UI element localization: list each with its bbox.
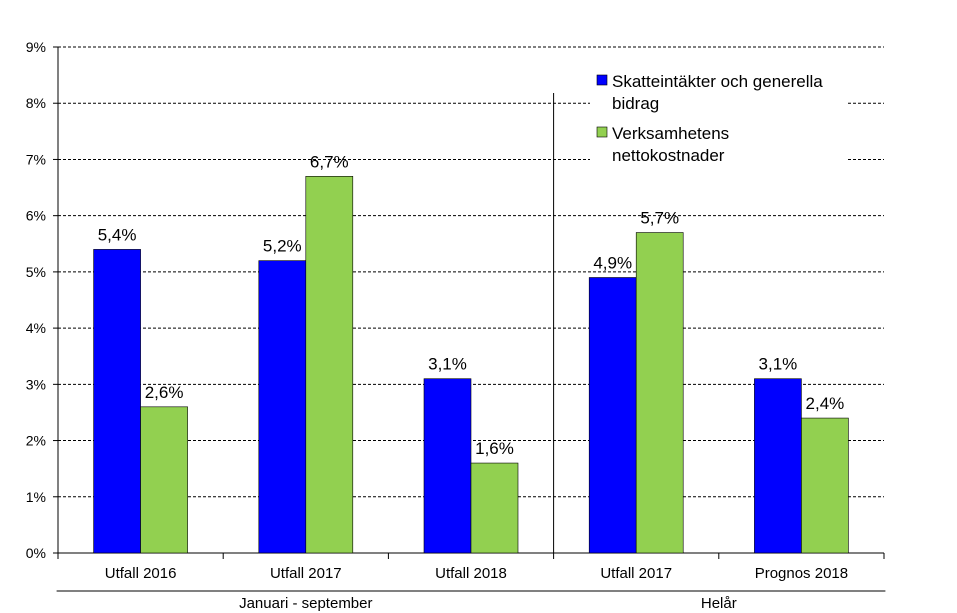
bar [423,378,472,554]
y-tick-label: 1% [26,489,46,505]
y-tick-label: 8% [26,95,46,111]
bar [140,406,188,554]
x-category-label: Prognos 2018 [755,565,848,582]
group-label: Helår [701,595,737,612]
bar [801,417,849,554]
group-label: Januari - september [239,595,372,612]
legend-label: Verksamhetens [612,124,729,143]
data-label: 5,2% [263,237,302,256]
data-label: 5,7% [640,209,679,228]
legend-background [590,66,848,172]
bar [470,462,519,554]
y-tick-label: 4% [26,320,46,336]
legend-label: Skatteintäkter och generella [612,72,823,91]
y-tick-label: 3% [26,376,46,392]
data-label: 1,6% [475,439,514,458]
legend-swatch [596,74,608,86]
data-label: 2,6% [145,383,184,402]
legend-swatch [596,126,608,138]
y-tick-label: 0% [26,545,46,561]
y-tick-label: 5% [26,264,46,280]
data-label: 6,7% [310,152,349,171]
data-label: 4,9% [593,254,632,273]
data-label: 3,1% [759,355,798,374]
legend-label: bidrag [612,94,659,113]
bar [754,378,802,554]
x-category-label: Utfall 2017 [270,565,342,582]
legend-label: nettokostnader [612,146,725,165]
y-tick-label: 2% [26,433,46,449]
bar [635,232,684,554]
bar [258,260,307,554]
bar [305,176,354,554]
x-category-label: Utfall 2017 [600,565,672,582]
bar [588,277,637,554]
bar [93,249,141,554]
data-label: 2,4% [806,394,845,413]
y-tick-label: 7% [26,151,46,167]
y-tick-label: 9% [26,39,46,55]
y-tick-label: 6% [26,208,46,224]
x-category-label: Utfall 2016 [105,565,177,582]
x-category-label: Utfall 2018 [435,565,507,582]
data-label: 3,1% [428,355,467,374]
data-label: 5,4% [98,225,137,244]
